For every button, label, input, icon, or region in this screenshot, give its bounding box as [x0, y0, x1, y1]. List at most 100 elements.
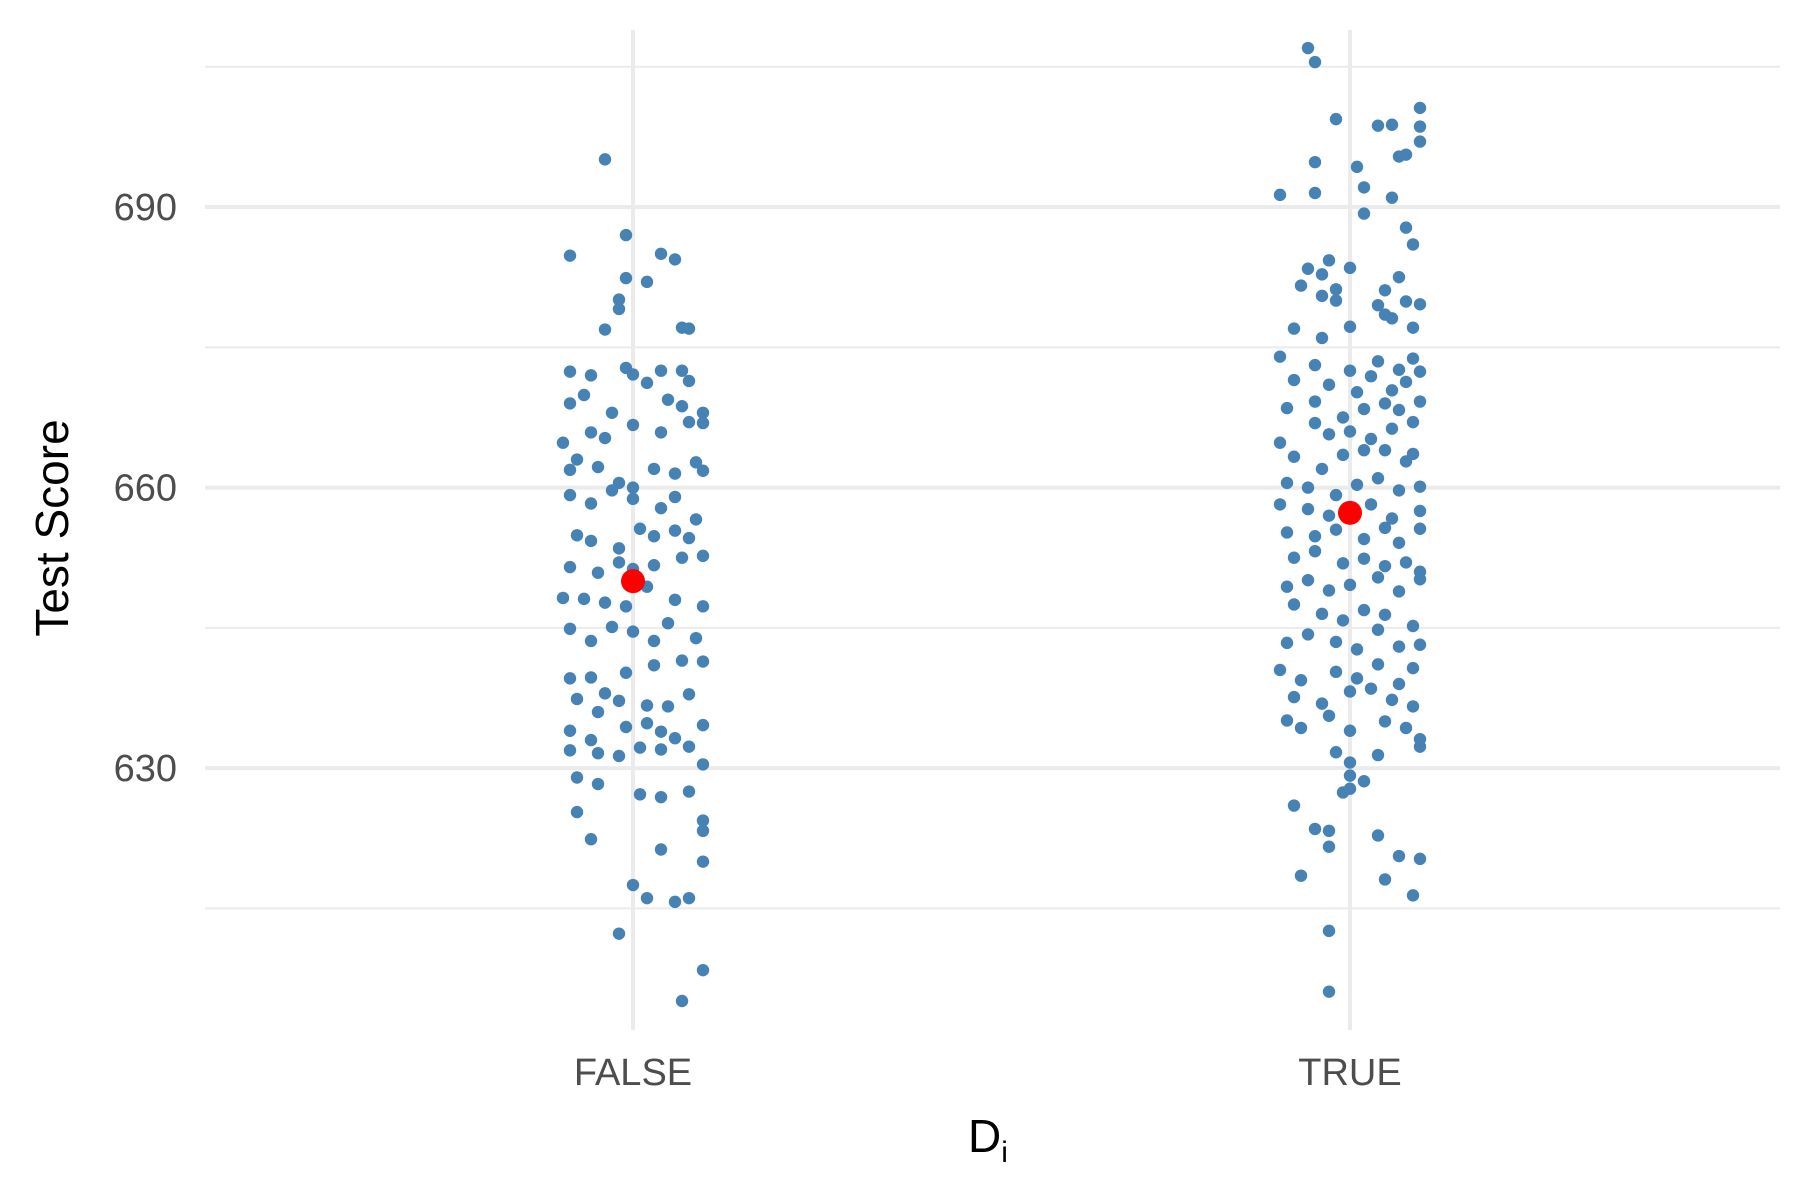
data-point-true	[1315, 268, 1329, 281]
data-point-true	[1308, 822, 1322, 836]
data-point-true	[1371, 658, 1385, 671]
data-point-true	[1315, 289, 1329, 303]
data-point-true	[1399, 556, 1413, 569]
data-point-false	[563, 365, 577, 378]
data-point-false	[570, 529, 584, 542]
data-point-false	[682, 415, 696, 429]
data-point-true	[1378, 397, 1392, 410]
data-point-true	[1413, 573, 1427, 586]
data-point-false	[591, 705, 605, 719]
data-point-true	[1364, 432, 1378, 446]
data-point-true	[1329, 635, 1343, 649]
data-point-true	[1392, 585, 1406, 598]
data-point-true	[1406, 447, 1420, 461]
data-point-false	[570, 771, 584, 784]
data-point-true	[1280, 636, 1294, 650]
data-point-true	[1406, 415, 1420, 429]
data-point-false	[640, 376, 654, 390]
data-point-true	[1385, 512, 1399, 525]
data-point-false	[682, 531, 696, 545]
data-point-false	[654, 743, 668, 756]
data-point-true	[1357, 402, 1371, 416]
data-point-true	[1280, 580, 1294, 593]
y-tick-label: 690	[114, 187, 177, 229]
data-point-false	[675, 654, 689, 667]
data-point-false	[584, 634, 598, 648]
data-point-true	[1336, 448, 1350, 462]
data-point-false	[563, 744, 577, 757]
data-point-true	[1343, 364, 1357, 377]
data-point-false	[696, 963, 710, 977]
data-point-false	[584, 733, 598, 747]
data-point-true	[1308, 544, 1322, 558]
data-point-false	[563, 397, 577, 410]
data-point-true	[1350, 643, 1364, 656]
x-tick-label: TRUE	[1298, 1052, 1401, 1094]
data-point-false	[661, 616, 675, 630]
data-point-true	[1350, 386, 1364, 399]
data-point-false	[668, 490, 682, 504]
data-point-false	[696, 549, 710, 563]
data-point-true	[1392, 403, 1406, 417]
data-point-true	[1322, 378, 1336, 391]
data-point-false	[682, 740, 696, 753]
data-point-false	[668, 524, 682, 537]
data-point-true	[1315, 462, 1329, 476]
data-point-false	[556, 436, 570, 449]
data-point-false	[570, 453, 584, 466]
data-point-true	[1385, 118, 1399, 131]
data-point-false	[661, 700, 675, 713]
data-point-true	[1371, 748, 1385, 762]
data-point-false	[563, 672, 577, 685]
x-axis-title-subscript: i	[1001, 1136, 1008, 1169]
data-point-false	[605, 484, 619, 497]
data-points	[556, 41, 1427, 1008]
data-point-false	[647, 634, 661, 648]
data-point-true	[1406, 889, 1420, 902]
data-point-false	[654, 364, 668, 377]
data-point-false	[654, 247, 668, 260]
data-point-false	[696, 814, 710, 827]
data-point-false	[598, 687, 612, 700]
mean-markers	[621, 500, 1362, 594]
data-point-false	[612, 749, 626, 763]
data-point-true	[1329, 665, 1343, 679]
data-point-false	[661, 393, 675, 406]
data-point-true	[1413, 504, 1427, 518]
data-point-false	[668, 895, 682, 909]
data-point-false	[647, 462, 661, 476]
data-point-false	[633, 522, 647, 535]
x-axis-title: Di	[968, 1110, 1008, 1169]
data-point-true	[1406, 700, 1420, 713]
data-point-true	[1357, 181, 1371, 194]
data-point-true	[1336, 411, 1350, 424]
data-point-true	[1392, 849, 1406, 863]
data-point-true	[1329, 294, 1343, 307]
data-point-true	[1357, 207, 1371, 220]
data-point-true	[1392, 640, 1406, 653]
data-point-true	[1406, 661, 1420, 675]
data-point-true	[1392, 536, 1406, 549]
data-point-true	[1413, 480, 1427, 493]
data-point-false	[612, 556, 626, 569]
data-point-false	[570, 692, 584, 706]
data-point-false	[577, 592, 591, 606]
data-point-true	[1343, 425, 1357, 438]
data-point-true	[1329, 112, 1343, 126]
data-point-true	[1343, 320, 1357, 333]
data-point-true	[1406, 238, 1420, 251]
data-point-false	[654, 501, 668, 515]
y-tick-label: 630	[114, 748, 177, 790]
data-point-false	[619, 228, 633, 242]
data-point-false	[584, 833, 598, 846]
data-point-true	[1413, 522, 1427, 535]
data-point-true	[1378, 715, 1392, 728]
data-point-true	[1413, 298, 1427, 311]
data-point-false	[584, 497, 598, 510]
data-point-false	[570, 805, 584, 819]
data-point-false	[626, 878, 640, 892]
data-point-false	[668, 467, 682, 480]
data-point-false	[640, 891, 654, 905]
data-point-true	[1315, 607, 1329, 621]
data-point-true	[1371, 119, 1385, 132]
